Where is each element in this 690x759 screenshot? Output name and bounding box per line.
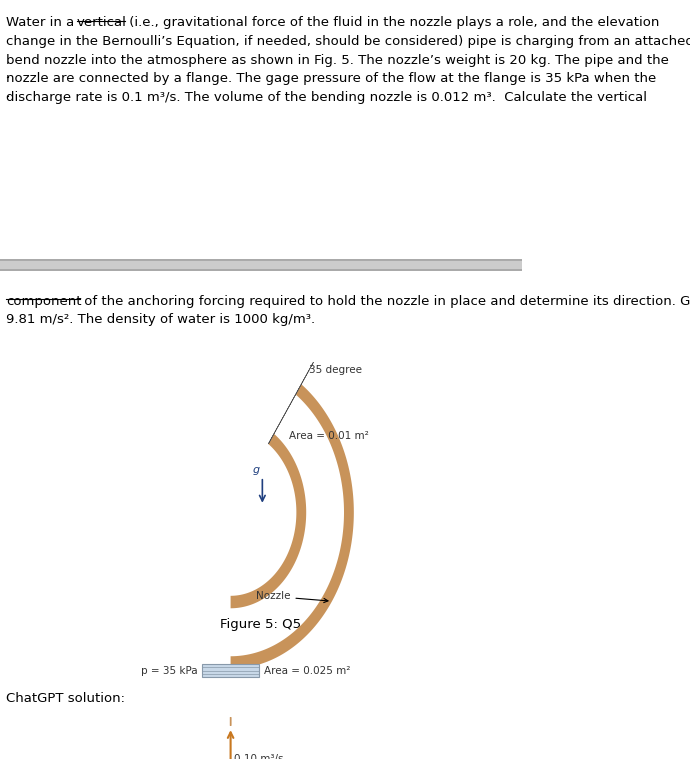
Text: (i.e., gravitational force of the fluid in the nozzle plays a role, and the elev: (i.e., gravitational force of the fluid … [126,16,660,30]
Bar [202,664,259,677]
Text: p = 35 kPa: p = 35 kPa [141,666,197,676]
Polygon shape [268,362,313,444]
Text: discharge rate is 0.1 m³/s. The volume of the bending nozzle is 0.012 m³.  Calcu: discharge rate is 0.1 m³/s. The volume o… [6,91,647,104]
Text: Area = 0.01 m²: Area = 0.01 m² [288,431,368,442]
Text: Nozzle: Nozzle [256,591,328,603]
Text: Area = 0.025 m²: Area = 0.025 m² [264,666,351,676]
Text: 0.10 m³/s: 0.10 m³/s [234,754,283,759]
Text: 35 degree: 35 degree [309,364,362,375]
Text: Water in a: Water in a [6,16,79,30]
Polygon shape [230,384,354,669]
Text: nozzle are connected by a flange. The gage pressure of the flow at the flange is: nozzle are connected by a flange. The ga… [6,72,656,86]
Text: change in the Bernoulli’s Equation, if needed, should be considered) pipe is cha: change in the Bernoulli’s Equation, if n… [6,35,690,48]
Text: Figure 5: Q5: Figure 5: Q5 [220,618,302,631]
Text: vertical: vertical [77,16,127,30]
Text: of the anchoring forcing required to hold the nozzle in place and determine its : of the anchoring forcing required to hol… [80,294,690,307]
Text: 9.81 m/s². The density of water is 1000 kg/m³.: 9.81 m/s². The density of water is 1000 … [6,313,315,326]
Text: g: g [253,465,259,475]
Bar [0,259,522,270]
Text: component: component [6,294,81,307]
Text: bend nozzle into the atmosphere as shown in Fig. 5. The nozzle’s weight is 20 kg: bend nozzle into the atmosphere as shown… [6,54,669,67]
Bar [0,261,522,269]
Text: ChatGPT solution:: ChatGPT solution: [6,691,125,705]
Polygon shape [230,433,306,608]
